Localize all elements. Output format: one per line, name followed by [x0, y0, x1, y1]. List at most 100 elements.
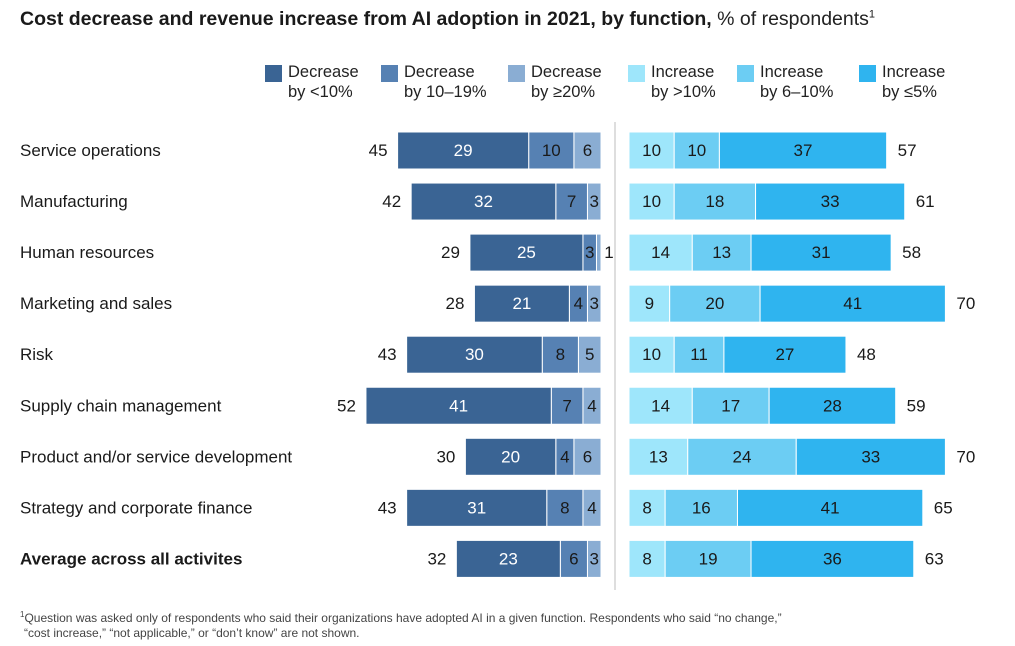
bar-value-label: 8 [642, 549, 651, 568]
decrease-total-label: 28 [446, 294, 465, 313]
bar-value-label: 16 [692, 498, 711, 517]
decrease-total-label: 32 [427, 549, 446, 568]
bar-value-label: 10 [687, 141, 706, 160]
increase-total-label: 70 [956, 294, 975, 313]
chart-title: Cost decrease and revenue increase from … [20, 8, 875, 31]
footnote-line2: “cost increase,” “not applicable,” or “d… [24, 626, 360, 640]
category-label: Human resources [20, 243, 154, 262]
bar-value-label: 8 [556, 345, 565, 364]
increase-total-label: 57 [898, 141, 917, 160]
bar-value-label: 14 [651, 396, 670, 415]
category-label: Risk [20, 345, 54, 364]
title-footnote-marker: 1 [868, 8, 876, 21]
bar-segment [455, 539, 561, 578]
bar-value-label: 8 [560, 498, 569, 517]
bar-segment [664, 539, 752, 578]
decrease-total-label: 43 [378, 498, 397, 517]
bar-value-label: 4 [587, 396, 596, 415]
bar-segment [546, 488, 584, 527]
bar-value-label: 27 [775, 345, 794, 364]
legend-swatch [381, 65, 398, 82]
legend-swatch [628, 65, 645, 82]
bar-value-label: 8 [642, 498, 651, 517]
bar-segment [628, 386, 693, 425]
bar-segment [673, 182, 757, 221]
legend-label-line2: by 6–10% [760, 83, 834, 101]
bar-value-label: 32 [474, 192, 493, 211]
bar-value-label: 3 [589, 192, 598, 211]
bar-value-label: 3 [589, 294, 598, 313]
bar-value-label: 9 [645, 294, 654, 313]
bar-segment [628, 182, 675, 221]
legend-label-line2: by ≤5% [882, 83, 937, 101]
legend-label-line2: by >10% [651, 83, 716, 101]
legend-swatch [859, 65, 876, 82]
chart-title-unit: % of respondents [711, 8, 869, 30]
decrease-total-label: 52 [337, 396, 356, 415]
category-label: Strategy and corporate finance [20, 498, 252, 517]
legend-label-line1: Decrease [288, 63, 359, 81]
bar-segment [723, 335, 847, 374]
bar-value-label: 28 [823, 396, 842, 415]
increase-total-label: 70 [956, 447, 975, 466]
bar-value-label: 20 [705, 294, 724, 313]
bar-segment [795, 437, 946, 476]
bar-segment [687, 437, 797, 476]
bar-segment [406, 488, 548, 527]
legend-label-line2: by 10–19% [404, 83, 487, 101]
bar-value-label: 21 [512, 294, 531, 313]
bar-value-label: 13 [712, 243, 731, 262]
bar-value-label: 10 [642, 192, 661, 211]
bar-value-label: 17 [721, 396, 740, 415]
bar-value-label: 18 [705, 192, 724, 211]
bar-segment [410, 182, 557, 221]
bar-segment [595, 233, 602, 272]
bar-value-label: 36 [823, 549, 842, 568]
chart-title-main: Cost decrease and revenue increase from … [20, 8, 712, 30]
bar-value-label: 4 [560, 447, 569, 466]
bar-segment [691, 386, 770, 425]
bar-segment [750, 233, 892, 272]
increase-total-label: 65 [934, 498, 953, 517]
bar-segment [541, 335, 579, 374]
bar-value-label: 29 [454, 141, 473, 160]
category-label: Service operations [20, 141, 161, 160]
bar-value-label: 31 [467, 498, 486, 517]
bar-segment [573, 437, 602, 476]
bar-segment [628, 335, 675, 374]
bar-segment [628, 488, 666, 527]
bar-segment [718, 131, 888, 170]
increase-total-label: 63 [925, 549, 944, 568]
bar-segment [664, 488, 738, 527]
bar-segment [628, 131, 675, 170]
increase-total-label: 48 [857, 345, 876, 364]
increase-total-label: 58 [902, 243, 921, 262]
bar-value-label: 25 [517, 243, 536, 262]
decrease-total-label: 45 [369, 141, 388, 160]
bar-value-label: 31 [812, 243, 831, 262]
bar-value-label: 6 [569, 549, 578, 568]
legend-label-line2: by <10% [288, 83, 353, 101]
legend-swatch [508, 65, 525, 82]
bar-segment [628, 539, 666, 578]
bar-segment [528, 131, 575, 170]
legend-swatch [265, 65, 282, 82]
bar-segment [628, 233, 693, 272]
bar-value-label: 19 [699, 549, 718, 568]
bar-value-label: 33 [821, 192, 840, 211]
bar-value-label: 7 [562, 396, 571, 415]
footnote-marker: 1 [20, 610, 25, 619]
bar-value-label: 6 [583, 447, 592, 466]
bar-value-label: 41 [843, 294, 862, 313]
bar-value-label: 10 [542, 141, 561, 160]
bar-value-label: 37 [794, 141, 813, 160]
bar-value-label: 11 [690, 345, 708, 364]
decrease-total-label: 43 [378, 345, 397, 364]
legend-label-line1: Decrease [531, 63, 602, 81]
bar-value-label: 4 [574, 294, 583, 313]
footnote-line1: Question was asked only of respondents w… [24, 611, 782, 625]
increase-total-label: 59 [907, 396, 926, 415]
bar-segment [559, 539, 588, 578]
bar-segment [673, 131, 720, 170]
